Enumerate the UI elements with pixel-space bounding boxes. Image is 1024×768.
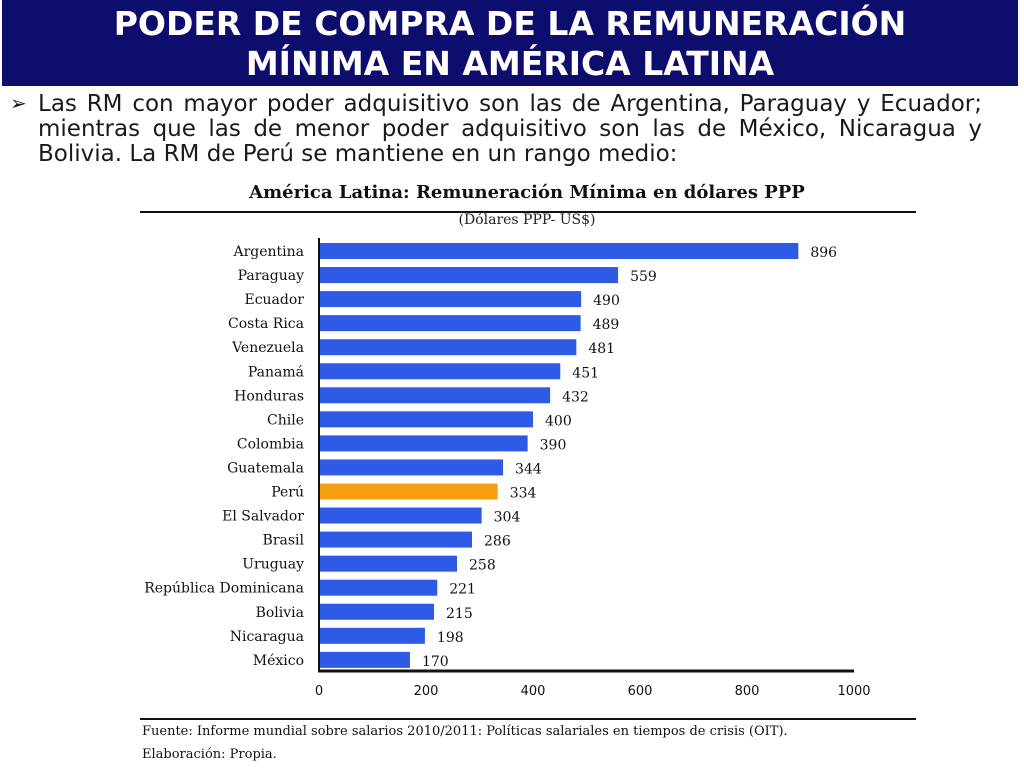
- category-label: Colombia: [237, 436, 304, 452]
- bar: [319, 267, 619, 284]
- category-label: República Dominicana: [144, 581, 304, 597]
- category-label: Panamá: [248, 364, 304, 380]
- bar: [319, 435, 528, 452]
- bullet-arrow-icon: ➢: [10, 91, 27, 115]
- category-label: Venezuela: [231, 340, 304, 356]
- category-label: Argentina: [232, 244, 304, 260]
- credit-note: Elaboración: Propia.: [142, 747, 277, 762]
- bar: [319, 579, 438, 596]
- category-label: Ecuador: [244, 292, 304, 308]
- bar: [319, 603, 435, 620]
- category-label: Perú: [271, 485, 304, 501]
- bar: [319, 315, 581, 332]
- data-label: 896: [810, 245, 837, 261]
- category-label: Uruguay: [242, 557, 304, 573]
- category-label: Paraguay: [238, 268, 305, 284]
- category-label: México: [253, 653, 304, 669]
- data-label: 286: [484, 534, 511, 550]
- category-label: Bolivia: [256, 605, 304, 621]
- chart-top-rule: [140, 211, 916, 213]
- chart-title: América Latina: Remuneración Mínima en d…: [249, 182, 805, 203]
- category-label: El Salvador: [222, 509, 304, 525]
- bar: [319, 651, 410, 668]
- bar: [319, 291, 582, 308]
- x-tick-label: 0: [315, 684, 323, 699]
- source-note: Fuente: Informe mundial sobre salarios 2…: [142, 724, 788, 739]
- data-label: 198: [437, 630, 464, 646]
- bullet-point: ➢ Las RM con mayor poder adquisitivo son…: [10, 91, 982, 167]
- data-label: 390: [540, 437, 567, 453]
- data-label: 304: [494, 510, 521, 526]
- bar: [319, 243, 799, 259]
- bar: [319, 363, 561, 380]
- data-label: 400: [545, 413, 572, 429]
- bullet-text: Las RM con mayor poder adquisitivo son l…: [38, 91, 982, 167]
- bar: [319, 555, 458, 572]
- slide-header: PODER DE COMPRA DE LA REMUNERACIÓN MÍNIM…: [2, 0, 1018, 86]
- data-label: 334: [510, 486, 537, 502]
- x-tick-label: 1000: [837, 684, 870, 699]
- chart-subtitle: (Dólares PPP- US$): [458, 212, 596, 228]
- category-label: Brasil: [263, 533, 305, 549]
- bar: [319, 339, 577, 356]
- bar: [319, 483, 498, 500]
- bar: [319, 459, 504, 476]
- data-label: 489: [593, 317, 620, 333]
- data-label: 432: [562, 389, 589, 405]
- bar: [319, 507, 482, 524]
- data-label: 490: [593, 293, 620, 309]
- x-tick-label: 400: [521, 684, 546, 699]
- data-label: 221: [449, 582, 476, 598]
- chart-bottom-rule: [140, 718, 916, 720]
- slide-title-line2: MÍNIMA EN AMÉRICA LATINA: [245, 44, 775, 83]
- data-label: 215: [446, 606, 473, 622]
- category-label: Chile: [267, 412, 304, 428]
- data-label: 451: [572, 365, 599, 381]
- data-label: 258: [469, 558, 496, 574]
- data-label: 559: [630, 269, 657, 285]
- bar: [319, 627, 425, 644]
- slide-title-line1: PODER DE COMPRA DE LA REMUNERACIÓN: [113, 4, 907, 43]
- category-label: Honduras: [234, 388, 304, 404]
- x-tick-label: 200: [414, 684, 439, 699]
- bar: [319, 411, 533, 428]
- slide-title: PODER DE COMPRA DE LA REMUNERACIÓN MÍNIM…: [2, 4, 1018, 84]
- bar: [319, 387, 551, 404]
- category-label: Guatemala: [227, 460, 304, 476]
- bar: [319, 531, 473, 548]
- category-label: Nicaragua: [230, 629, 304, 645]
- x-tick-label: 800: [735, 684, 760, 699]
- data-label: 481: [588, 341, 615, 357]
- data-label: 170: [422, 654, 449, 670]
- data-label: 344: [515, 461, 542, 477]
- category-label: Costa Rica: [228, 316, 304, 332]
- x-tick-label: 600: [628, 684, 653, 699]
